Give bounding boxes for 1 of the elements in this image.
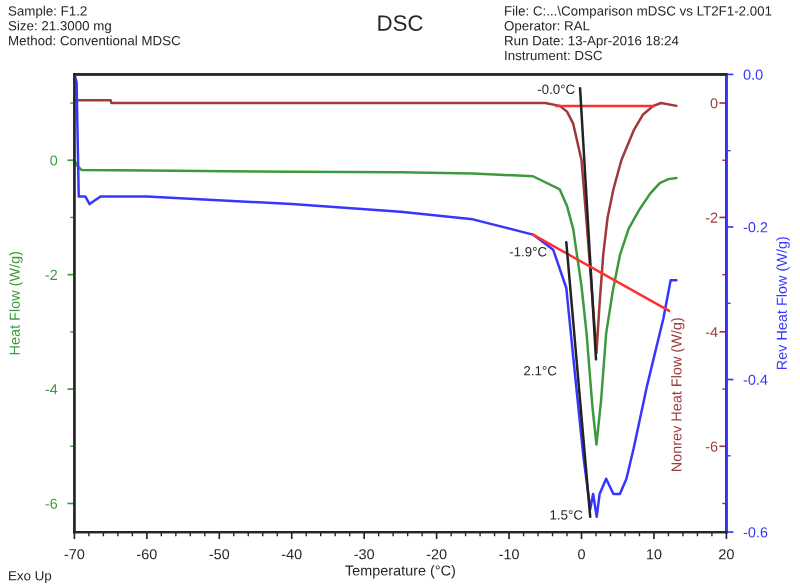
chart-title: DSC — [378, 15, 423, 31]
